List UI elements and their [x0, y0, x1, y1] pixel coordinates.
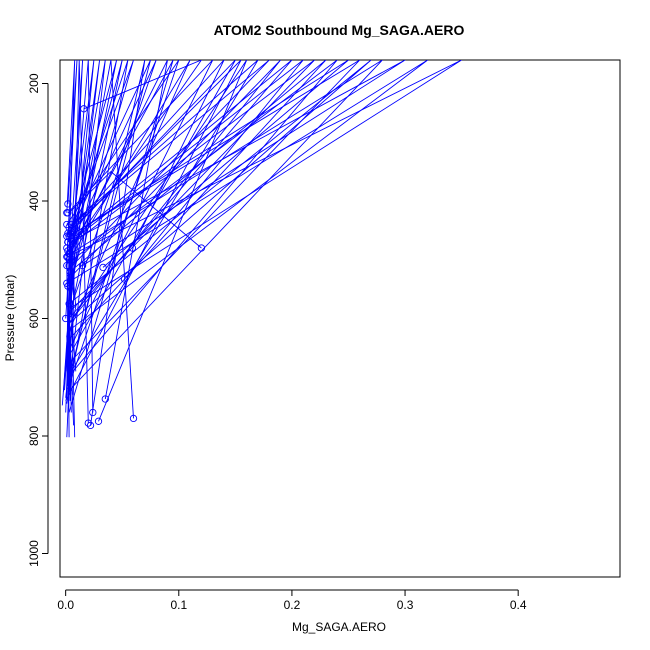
data-point — [86, 421, 95, 430]
data-point — [64, 238, 72, 246]
series-line — [69, 60, 146, 426]
series-line — [66, 60, 174, 413]
x-tick-label: 0.0 — [57, 598, 74, 612]
series-line — [66, 60, 129, 404]
series-line — [65, 60, 242, 402]
series-line — [68, 60, 151, 378]
y-tick-label: 800 — [27, 426, 41, 446]
data-point — [129, 414, 138, 423]
series-line — [66, 60, 281, 400]
x-tick-label: 0.1 — [170, 598, 187, 612]
series-15 — [69, 60, 406, 438]
series-line — [68, 60, 349, 296]
series-line — [67, 60, 95, 398]
series-36 — [63, 60, 180, 390]
x-axis-label: Mg_SAGA.AERO — [292, 620, 386, 634]
data-point — [65, 261, 73, 270]
series-line — [69, 60, 406, 438]
series-line — [66, 60, 315, 394]
series-line — [68, 60, 202, 331]
data-point — [94, 417, 103, 425]
data-point — [64, 209, 72, 217]
data-point — [63, 220, 71, 229]
series-line — [66, 60, 180, 390]
series-4 — [68, 60, 349, 296]
series-39 — [65, 60, 106, 398]
y-tick-label: 200 — [27, 73, 41, 93]
series-33 — [67, 60, 338, 378]
series-line — [67, 60, 106, 398]
series-10 — [69, 60, 146, 430]
y-axis-label: Pressure (mbar) — [3, 275, 17, 362]
y-axis: 200 400 600 800 1000 — [27, 73, 49, 567]
y-tick-label: 400 — [27, 191, 41, 211]
x-axis: 0.0 0.1 0.2 0.3 0.4 — [57, 589, 527, 612]
data-point — [64, 200, 72, 208]
x-tick-label: 0.2 — [284, 598, 301, 612]
plot-frame — [59, 59, 621, 578]
x-tick-label: 0.4 — [510, 598, 527, 612]
y-tick-label: 1000 — [27, 540, 41, 567]
series-31 — [66, 60, 281, 400]
series-35 — [64, 60, 214, 349]
data-layer — [61, 60, 462, 438]
chart-title: ATOM2 Southbound Mg_SAGA.AERO — [214, 22, 465, 38]
y-tick-label: 600 — [27, 308, 41, 328]
series-line — [66, 60, 462, 438]
series-line — [66, 60, 270, 426]
series-42 — [63, 60, 174, 413]
data-point — [84, 419, 92, 427]
series-line — [66, 60, 361, 366]
series-line — [67, 60, 214, 349]
data-point — [63, 253, 71, 261]
series-38 — [64, 60, 129, 404]
series-line — [67, 60, 338, 378]
data-point — [99, 263, 107, 272]
data-point — [101, 395, 109, 403]
data-point — [63, 261, 71, 270]
x-tick-label: 0.3 — [397, 598, 414, 612]
series-41 — [64, 60, 242, 402]
data-point — [64, 229, 72, 237]
data-point — [66, 273, 74, 282]
